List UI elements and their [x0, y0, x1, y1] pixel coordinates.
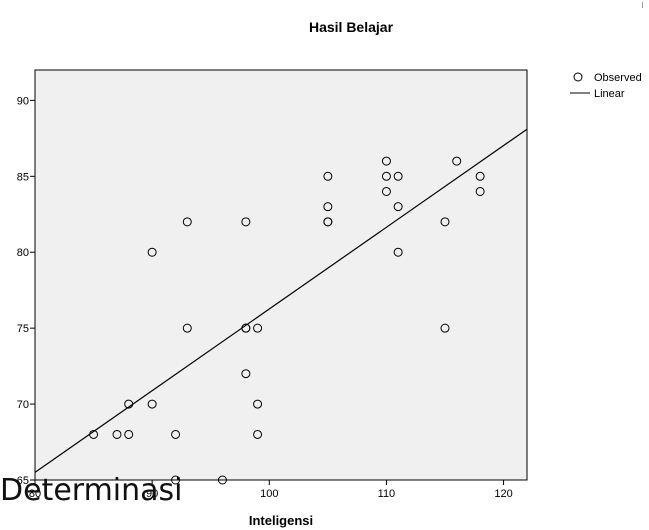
- y-tick-label: 65: [17, 475, 29, 487]
- observed-point: [253, 429, 263, 439]
- x-axis-label: Inteligensi: [249, 513, 313, 528]
- observed-point: [381, 186, 391, 196]
- observed-point: [323, 171, 333, 181]
- y-tick-label: 85: [17, 171, 29, 183]
- legend-observed-label: Observed: [594, 72, 642, 84]
- observed-point: [124, 429, 134, 439]
- observed-point: [323, 202, 333, 212]
- x-tick-label: 120: [494, 488, 512, 500]
- observed-point: [217, 475, 227, 485]
- observed-point: [147, 247, 157, 257]
- observed-point: [182, 323, 192, 333]
- x-axis: 80 90 100 110 120: [29, 480, 513, 500]
- observed-point: [112, 429, 122, 439]
- legend: Observed Linear: [570, 72, 642, 100]
- observed-point: [182, 217, 192, 227]
- observed-point: [440, 217, 450, 227]
- observed-point: [241, 323, 251, 333]
- observed-point: [147, 399, 157, 409]
- overlay-caption-text: Determinasi: [0, 473, 183, 508]
- y-tick-label: 75: [17, 323, 29, 335]
- legend-linear-label: Linear: [594, 88, 625, 100]
- x-tick-label: 90: [146, 488, 158, 500]
- x-tick-label: 100: [260, 488, 278, 500]
- observed-point: [323, 217, 333, 227]
- x-tick-label: 110: [378, 488, 396, 500]
- chart-title: Hasil Belajar: [309, 19, 394, 35]
- legend-observed-marker: [573, 72, 583, 82]
- observed-point: [393, 171, 403, 181]
- y-tick-label: 80: [17, 247, 29, 259]
- observed-point: [381, 171, 391, 181]
- x-tick-label: 80: [29, 488, 41, 500]
- linear-fit-line: [34, 128, 528, 473]
- observed-point: [171, 475, 181, 485]
- observed-point: [253, 399, 263, 409]
- observed-point: [241, 217, 251, 227]
- plot-area: [34, 69, 528, 481]
- y-tick-label: 90: [17, 95, 29, 107]
- observed-point: [253, 323, 263, 333]
- observed-point: [440, 323, 450, 333]
- observed-point: [171, 429, 181, 439]
- y-tick-label: 70: [17, 399, 29, 411]
- observed-point: [393, 247, 403, 257]
- observed-point: [124, 399, 134, 409]
- points-layer: [89, 156, 485, 485]
- observed-point: [89, 429, 99, 439]
- observed-point: [475, 186, 485, 196]
- observed-point: [381, 156, 391, 166]
- observed-point: [475, 171, 485, 181]
- observed-point: [393, 202, 403, 212]
- corner-mark: [640, 2, 643, 8]
- observed-point: [241, 369, 251, 379]
- fit-line-layer: [34, 128, 528, 473]
- y-axis: 65 70 75 80 85 90: [17, 95, 35, 487]
- observed-point: [452, 156, 462, 166]
